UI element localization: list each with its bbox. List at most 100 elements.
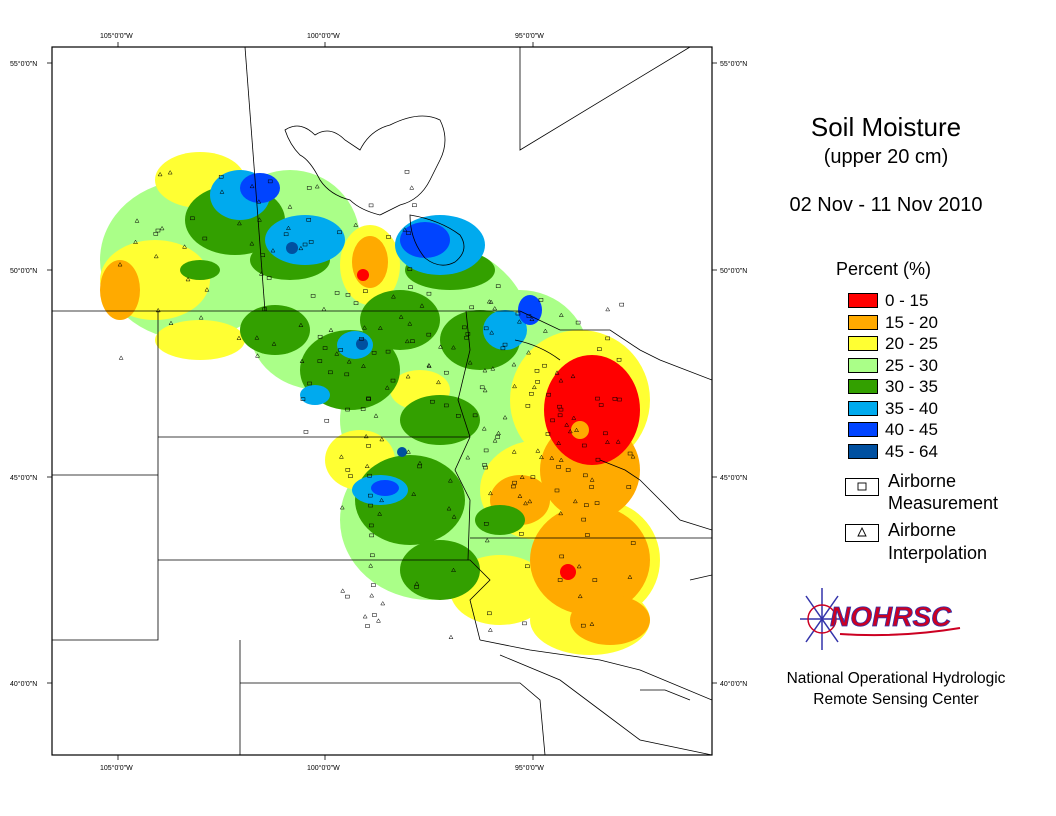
- triangle-marker: [353, 222, 359, 227]
- square-marker: [479, 385, 485, 390]
- triangle-marker: [298, 245, 304, 251]
- square-marker: [345, 594, 350, 599]
- triangle-marker: [339, 505, 345, 510]
- triangle-marker: [554, 370, 560, 375]
- triangle-marker: [249, 241, 255, 246]
- triangle-marker: [198, 315, 204, 320]
- triangle-marker: [419, 303, 425, 308]
- square-marker: [605, 336, 610, 341]
- triangle-marker: [511, 362, 517, 367]
- square-marker: [583, 473, 588, 478]
- square-marker: [483, 326, 489, 331]
- triangle-marker: [376, 618, 381, 623]
- triangle-marker: [523, 500, 528, 506]
- lat-label-right: 50°0'0"N: [720, 267, 747, 275]
- triangle-marker: [490, 366, 496, 371]
- square-marker: [360, 407, 366, 411]
- square-marker: [337, 230, 342, 235]
- triangle-marker: [362, 614, 368, 619]
- lon-label-top: 95°0'0"W: [515, 32, 544, 40]
- triangle-marker: [502, 415, 508, 420]
- square-marker: [385, 349, 391, 354]
- triangle-marker: [204, 287, 210, 292]
- triangle-marker: [255, 353, 260, 358]
- triangle-marker: [542, 328, 548, 333]
- triangle-marker: [576, 563, 582, 569]
- triangle-marker: [451, 567, 456, 572]
- square-marker: [368, 503, 373, 508]
- triangle-marker: [438, 344, 443, 349]
- triangle-marker: [529, 316, 535, 322]
- legend-label: 15 - 20: [885, 312, 938, 332]
- square-marker: [456, 414, 461, 418]
- square-marker: [407, 267, 413, 271]
- square-marker: [575, 320, 581, 325]
- triangle-marker: [531, 384, 537, 390]
- square-marker: [559, 554, 564, 559]
- triangle-marker: [379, 497, 385, 503]
- triangle-marker: [484, 537, 490, 543]
- square-marker: [345, 293, 351, 297]
- square-marker: [408, 285, 413, 289]
- logo-text: NOHRSC: [830, 601, 952, 632]
- square-marker: [512, 480, 517, 485]
- organization-line: Remote Sensing Center: [813, 691, 979, 708]
- square-marker: [597, 347, 602, 351]
- triangle-marker: [338, 454, 344, 459]
- square-marker: [626, 485, 632, 489]
- lon-label-bottom: 100°0'0"W: [307, 764, 340, 772]
- square-marker: [525, 404, 531, 408]
- triangle-marker: [572, 498, 578, 504]
- square-marker: [502, 342, 508, 347]
- square-marker: [266, 276, 272, 280]
- triangle-marker: [379, 436, 385, 442]
- square-marker: [487, 611, 492, 616]
- square-marker: [345, 407, 350, 412]
- square-marker: [522, 621, 527, 626]
- lon-label-top: 100°0'0"W: [307, 32, 340, 40]
- square-marker: [371, 583, 376, 587]
- triangle-marker: [236, 335, 242, 340]
- triangle-marker: [391, 294, 396, 299]
- square-marker: [556, 465, 561, 469]
- square-marker: [370, 553, 375, 558]
- triangle-marker: [117, 262, 123, 267]
- square-marker: [366, 396, 371, 401]
- square-marker: [565, 468, 571, 472]
- triangle-marker: [362, 325, 367, 330]
- square-marker: [630, 541, 636, 545]
- square-marker: [495, 284, 501, 288]
- lat-label-right: 40°0'0"N: [720, 680, 747, 688]
- legend-symbol-label: Measurement: [888, 493, 999, 513]
- square-marker: [366, 397, 371, 401]
- square-marker: [303, 430, 309, 434]
- triangle-marker: [517, 493, 523, 498]
- square-marker: [585, 533, 590, 537]
- square-marker: [155, 228, 161, 233]
- square-marker: [426, 332, 432, 337]
- snowflake-icon: [800, 588, 844, 650]
- legend-item: 0 - 15: [848, 291, 928, 310]
- square-marker: [550, 418, 555, 423]
- map-subtitle: (upper 20 cm): [823, 146, 949, 168]
- square-marker: [546, 392, 551, 397]
- square-marker: [595, 457, 601, 462]
- triangle-marker: [314, 184, 320, 189]
- triangle-marker: [328, 327, 334, 332]
- triangle-marker: [558, 312, 564, 317]
- legend-swatch: [848, 314, 878, 330]
- legend-item: 20 - 25: [848, 334, 938, 353]
- organization-name: National Operational Hydrologic Remote S…: [760, 668, 1032, 710]
- map-title: Soil Moisture: [810, 112, 962, 142]
- legend-label: 35 - 40: [885, 398, 938, 418]
- square-marker: [369, 523, 374, 528]
- triangle-marker: [377, 325, 383, 330]
- square-marker: [365, 624, 370, 628]
- square-marker: [328, 370, 333, 375]
- triangle-marker: [159, 225, 165, 231]
- square-marker: [534, 369, 540, 373]
- triangle-marker: [299, 358, 305, 363]
- square-marker: [386, 235, 391, 239]
- triangle-marker: [236, 220, 242, 226]
- square-marker: [260, 253, 266, 258]
